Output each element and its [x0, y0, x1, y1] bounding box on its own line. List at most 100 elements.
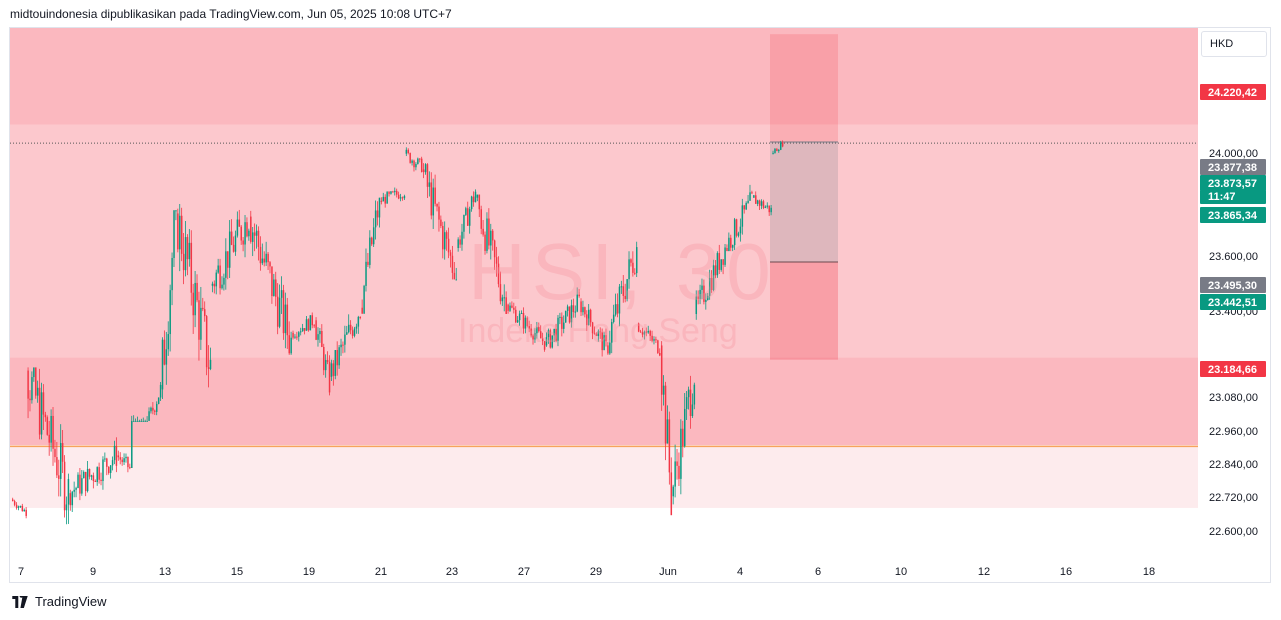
candle-body	[486, 218, 488, 251]
zone-layer	[10, 28, 1198, 508]
candle-body	[547, 330, 550, 338]
candle-body	[453, 272, 456, 280]
candle-body	[371, 237, 373, 245]
currency-selector[interactable]: HKD	[1201, 31, 1267, 57]
candle-body	[626, 279, 628, 300]
candle-body	[468, 209, 471, 226]
candle-body	[426, 164, 429, 187]
candle-body	[718, 253, 721, 270]
candle-body	[438, 206, 440, 220]
x-tick-label: 19	[303, 566, 315, 578]
candle-body	[365, 261, 367, 286]
candle-body	[171, 257, 173, 291]
candle-body	[248, 230, 250, 237]
candle-body	[276, 296, 279, 327]
candle-body	[317, 334, 319, 340]
candle-body	[474, 191, 477, 203]
candle-body	[54, 448, 56, 458]
candle-body	[392, 191, 394, 193]
candle-body	[703, 285, 705, 302]
candle-body	[684, 408, 686, 447]
candle-body	[536, 327, 538, 334]
candle-body	[457, 239, 459, 248]
candle-body	[611, 322, 613, 343]
candle-body	[163, 339, 166, 365]
candle-body	[595, 333, 598, 337]
candle-body	[415, 163, 417, 168]
candle-body	[242, 240, 244, 245]
candle-body	[467, 208, 469, 226]
candle-body	[35, 367, 37, 396]
price-label: 23.873,57	[1208, 178, 1257, 190]
candle-body	[194, 282, 196, 316]
candle-body	[292, 332, 294, 338]
candle-body	[40, 392, 43, 435]
candle-body	[612, 314, 615, 323]
candle-body	[196, 282, 198, 301]
candle-body	[136, 420, 139, 422]
stop-zone	[770, 262, 838, 360]
candle-body	[664, 385, 667, 444]
candle-body	[157, 397, 160, 404]
candle-body	[15, 504, 18, 508]
candle-body	[221, 284, 223, 289]
candle-body	[641, 332, 644, 335]
candle-body	[440, 219, 442, 226]
candle-body	[186, 237, 189, 260]
candle-body	[607, 345, 609, 354]
candle-body	[315, 320, 317, 340]
candle-body	[227, 251, 229, 268]
candle-body	[384, 196, 386, 204]
candle-body	[524, 317, 527, 329]
candle-body	[591, 322, 594, 334]
candle-body	[695, 296, 698, 314]
candle-body	[653, 339, 655, 341]
candle-body	[121, 459, 123, 463]
candle-body	[311, 315, 314, 326]
candle-body	[290, 337, 292, 354]
candle-body	[605, 335, 607, 342]
candle-body	[774, 148, 776, 153]
candle-body	[762, 201, 765, 208]
candle-body	[478, 194, 481, 210]
candle-body	[363, 285, 365, 314]
candle-body	[563, 322, 565, 329]
candle-body	[225, 251, 227, 278]
candle-body	[732, 245, 734, 248]
x-tick-label: 29	[590, 566, 602, 578]
candle-body	[745, 202, 747, 210]
candle-body	[405, 149, 408, 154]
candle-body	[532, 335, 534, 340]
footer: TradingView	[10, 594, 107, 609]
candle-body	[238, 219, 241, 227]
candle-body	[388, 192, 390, 194]
candle-body	[152, 407, 154, 411]
candle-body	[687, 389, 690, 398]
candle-body	[413, 160, 415, 168]
candle-body	[445, 232, 448, 239]
candle-body	[144, 420, 146, 422]
candle-body	[672, 486, 674, 497]
candle-body	[582, 307, 584, 313]
candle-body	[323, 346, 325, 371]
x-tick-label: 21	[375, 566, 387, 578]
candle-body	[378, 197, 381, 218]
candle-body	[511, 305, 513, 308]
candle-body	[630, 259, 632, 263]
candle-body	[528, 326, 530, 329]
candle-body	[374, 210, 377, 228]
candle-body	[146, 420, 148, 422]
candle-body	[465, 208, 467, 215]
candles-layer	[12, 140, 784, 525]
candle-body	[390, 191, 392, 194]
candle-body	[17, 506, 20, 508]
x-tick-label: 10	[895, 566, 907, 578]
candle-body	[756, 200, 759, 204]
candle-body	[647, 330, 650, 333]
candle-body	[614, 304, 617, 315]
candle-body	[102, 459, 104, 482]
x-tick-label: 7	[18, 566, 24, 578]
candle-body	[326, 360, 329, 362]
candle-body	[758, 200, 761, 206]
